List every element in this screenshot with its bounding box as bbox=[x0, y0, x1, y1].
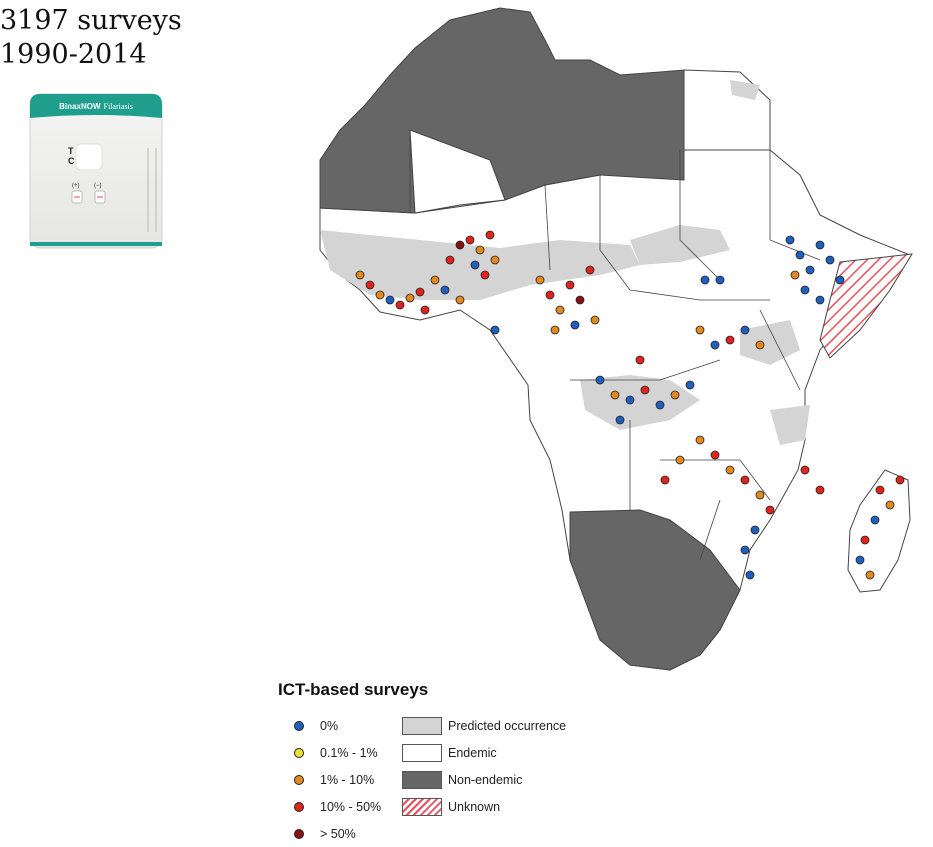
legend-label: Endemic bbox=[448, 745, 497, 760]
survey-points bbox=[355, 230, 905, 580]
legend-swatch-icon bbox=[402, 770, 442, 789]
legend-dot-icon bbox=[294, 801, 304, 812]
map-legend: ICT-based surveys 0% 0.1% - 1% 1% - 10% … bbox=[278, 680, 638, 841]
legend-status-item-2: Non-endemic bbox=[402, 766, 566, 793]
legend-dot-icon bbox=[294, 774, 304, 785]
legend-status-item-0: Predicted occurrence bbox=[402, 712, 566, 739]
legend-item-3: 10% - 50% bbox=[278, 793, 381, 820]
survey-period: 1990-2014 bbox=[0, 39, 147, 70]
card-brand-label: BinaxNOW Filariasis bbox=[59, 102, 133, 111]
legend-swatch-icon bbox=[402, 716, 442, 735]
map-title: 3197 surveys 1990-2014 bbox=[0, 4, 182, 72]
legend-item-2: 1% - 10% bbox=[278, 766, 381, 793]
legend-label: 0.1% - 1% bbox=[320, 745, 378, 760]
predicted-occurrence-areas bbox=[320, 80, 810, 445]
legend-item-4: > 50% bbox=[278, 820, 381, 847]
legend-swatch-icon bbox=[402, 743, 442, 762]
card-c-label: C bbox=[68, 156, 75, 166]
legend-status: Predicted occurrence Endemic Non-endemic… bbox=[402, 712, 566, 820]
legend-label: 1% - 10% bbox=[320, 772, 375, 787]
card-minus-label: (−) bbox=[94, 183, 102, 189]
non-endemic-southern-africa bbox=[569, 509, 741, 671]
non-endemic-north-africa bbox=[319, 7, 685, 214]
survey-count: 3197 surveys bbox=[0, 5, 182, 36]
legend-label: Non-endemic bbox=[448, 772, 523, 787]
africa-map bbox=[319, 7, 913, 671]
legend-status-item-3: Unknown bbox=[402, 793, 566, 820]
legend-dot-icon bbox=[294, 720, 304, 731]
legend-dot-icon bbox=[294, 747, 304, 758]
legend-status-item-1: Endemic bbox=[402, 739, 566, 766]
card-plus-label: (+) bbox=[72, 183, 80, 189]
legend-label: Predicted occurrence bbox=[448, 718, 567, 733]
card-t-label: T bbox=[68, 146, 74, 156]
legend-dot-icon bbox=[294, 828, 304, 839]
legend-hatch-swatch-icon bbox=[402, 797, 442, 816]
binaxnow-test-card-image: BinaxNOW Filariasis T C (+) (−) bbox=[29, 93, 163, 249]
legend-label: Unknown bbox=[448, 799, 501, 814]
legend-label: 10% - 50% bbox=[320, 799, 382, 814]
legend-label: 0% bbox=[320, 718, 339, 733]
legend-label: > 50% bbox=[320, 826, 356, 841]
legend-title: ICT-based surveys bbox=[278, 680, 429, 699]
legend-item-0: 0% bbox=[278, 712, 381, 739]
legend-prevalence: 0% 0.1% - 1% 1% - 10% 10% - 50% > 50% bbox=[278, 712, 381, 847]
legend-item-1: 0.1% - 1% bbox=[278, 739, 381, 766]
